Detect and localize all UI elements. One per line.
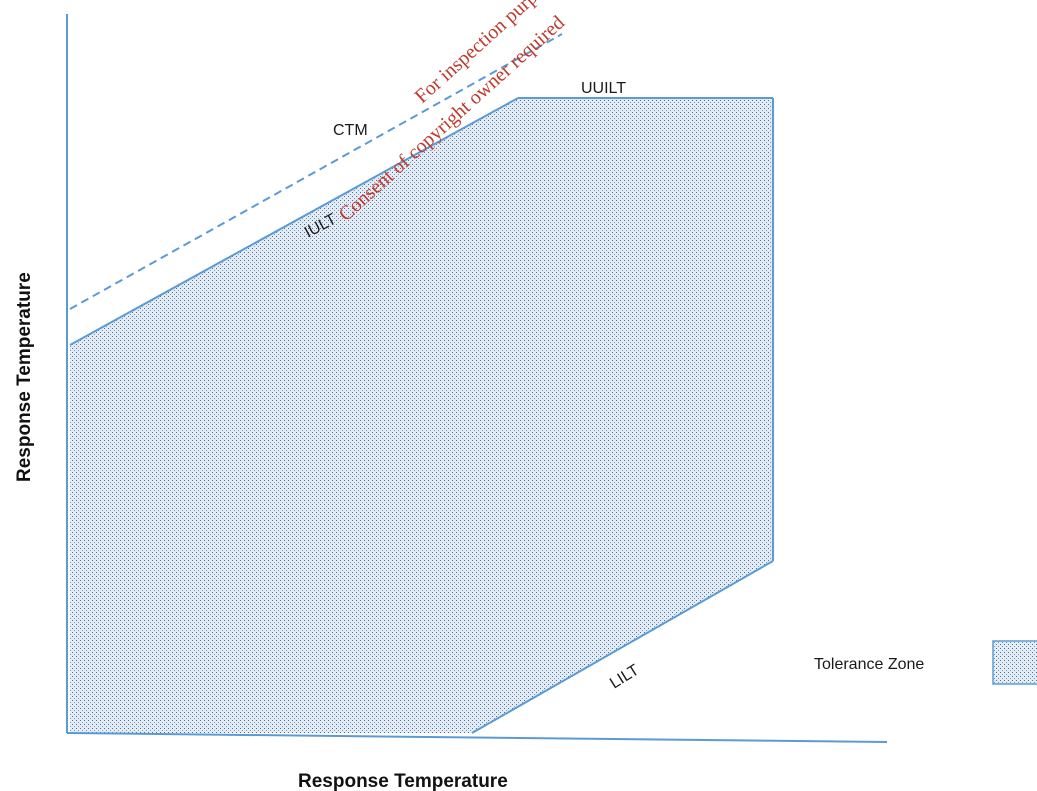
legend-swatch [992,640,1037,685]
legend-label: Tolerance Zone [814,656,924,673]
watermark-line1: For inspection purposes only. [411,0,601,108]
uuilt-label: UUILT [581,80,626,97]
x-axis-title: Response Temperature [298,771,508,791]
ctm-label: CTM [333,122,368,139]
tolerance-zone-area [70,98,773,733]
ctm-line [69,33,563,310]
lilt-line [471,560,774,734]
iult-line [69,97,519,346]
lilt-label: LILT [607,662,642,693]
x-axis [66,732,888,743]
y-axis-title: Response Temperature [14,272,35,482]
